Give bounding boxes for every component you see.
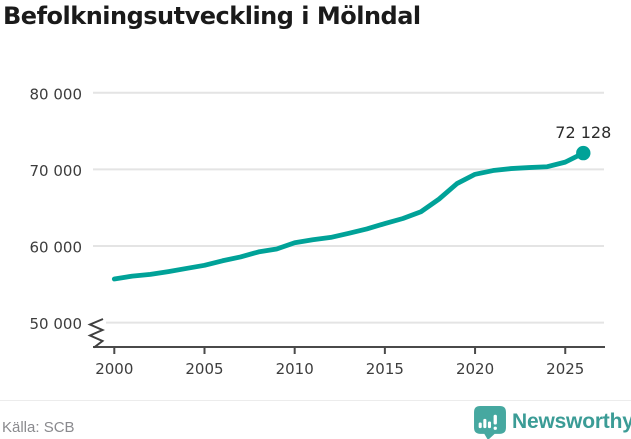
y-axis-label: 70 000 [30, 162, 83, 180]
x-axis-labels: 2000 2005 2010 2015 2020 2025 [95, 360, 584, 378]
x-axis-label: 2020 [456, 360, 494, 378]
latest-point-marker [576, 145, 591, 161]
x-axis-label: 2000 [95, 360, 133, 378]
latest-value-label: 72 128 [555, 123, 611, 142]
x-axis-label: 2015 [366, 360, 404, 378]
chart-title: Befolkningsutveckling i Mölndal [3, 2, 421, 30]
axis-break-icon [87, 318, 105, 349]
newsworthy-logo[interactable]: Newsworthy [474, 406, 631, 439]
y-axis-label: 60 000 [30, 239, 83, 257]
y-axis-labels: 50 000 60 000 70 000 80 000 [30, 85, 83, 333]
source-label: Källa: SCB [2, 419, 75, 436]
x-axis-label: 2010 [276, 360, 314, 378]
x-axis-label: 2005 [185, 360, 223, 378]
x-axis-label: 2025 [546, 360, 584, 378]
y-axis-label: 50 000 [30, 315, 83, 333]
newsworthy-wordmark: Newsworthy [512, 410, 631, 433]
gridlines [93, 91, 604, 324]
y-axis-label: 80 000 [30, 85, 83, 103]
population-line [111, 150, 586, 282]
newsworthy-bars-icon [474, 406, 506, 439]
footer-divider [0, 400, 631, 401]
x-axis-ticks [113, 347, 567, 354]
